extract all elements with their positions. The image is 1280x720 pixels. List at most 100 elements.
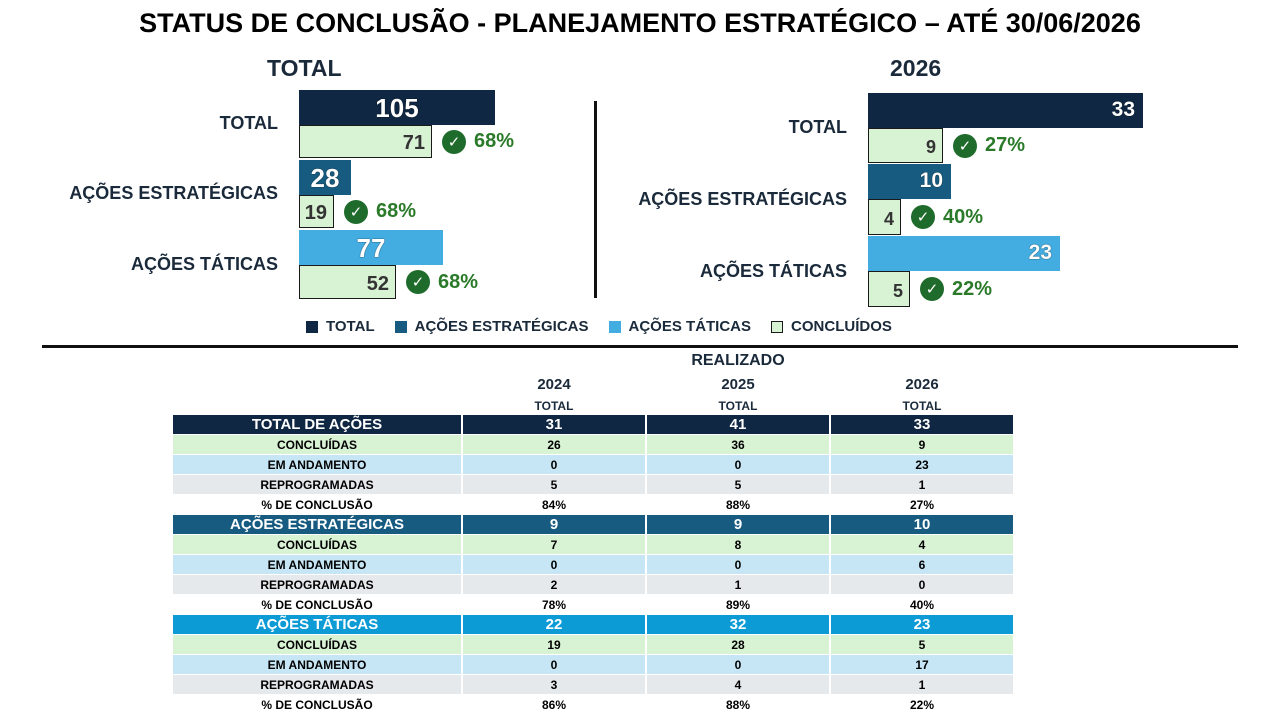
cell-value: 28	[646, 634, 831, 655]
section-header-row: AÇÕES ESTRATÉGICAS 9 9 10	[173, 514, 1013, 535]
cell-value: 22%	[830, 694, 1013, 715]
year-header-2026: 2026	[905, 376, 939, 393]
cell-value: 9	[830, 434, 1013, 455]
category-label: AÇÕES ESTRATÉGICAS	[638, 188, 847, 209]
year-header-2025: 2025	[721, 376, 755, 393]
section-header: AÇÕES TÁTICAS	[173, 614, 463, 635]
table-row: CONCLUÍDAS 26 36 9	[173, 434, 1013, 455]
category-label: AÇÕES ESTRATÉGICAS	[69, 183, 278, 203]
legend-label: AÇÕES TÁTICAS	[628, 318, 752, 335]
cell-value: 78%	[462, 594, 647, 615]
percent-label: ✓ 40%	[911, 205, 983, 229]
legend-label: CONCLUÍDOS	[791, 318, 892, 335]
legend-swatch	[771, 320, 784, 333]
bar-concluidos	[299, 195, 334, 228]
cell-value: 0	[462, 554, 647, 575]
row-label: % DE CONCLUSÃO	[173, 594, 463, 615]
bar-value-label: 23	[1028, 241, 1052, 265]
table-row: CONCLUÍDAS 19 28 5	[173, 634, 1013, 655]
cell-value: 1	[830, 474, 1013, 495]
category-label: AÇÕES TÁTICAS	[130, 253, 278, 274]
sub-header-2025: TOTAL	[718, 399, 758, 413]
section-total: 9	[646, 514, 831, 535]
row-label: EM ANDAMENTO	[173, 454, 463, 475]
cell-value: 40%	[830, 594, 1013, 615]
bar-concluidos	[299, 125, 432, 158]
table-row: EM ANDAMENTO 0 0 6	[173, 554, 1013, 575]
bar-value-label: 33	[1111, 98, 1135, 122]
category-label: AÇÕES TÁTICAS	[699, 260, 847, 281]
row-label: REPROGRAMADAS	[173, 674, 463, 695]
row-label: CONCLUÍDAS	[173, 634, 463, 655]
cell-value: 3	[462, 674, 647, 695]
percent-value: 68%	[438, 270, 479, 293]
row-label: EM ANDAMENTO	[173, 554, 463, 575]
bar-value-label: 9	[925, 137, 936, 158]
cell-value: 6	[830, 554, 1013, 575]
bar-total	[868, 93, 1143, 128]
cell-value: 89%	[646, 594, 831, 615]
legend-label: AÇÕES ESTRATÉGICAS	[414, 318, 589, 335]
row-label: CONCLUÍDAS	[173, 534, 463, 555]
cell-value: 88%	[646, 494, 831, 515]
cell-value: 0	[646, 554, 831, 575]
percent-label: ✓ 22%	[920, 277, 992, 301]
bar-tat	[299, 230, 443, 265]
table-row: % DE CONCLUSÃO 84% 88% 27%	[173, 494, 1013, 515]
chart-divider	[594, 101, 597, 298]
check-icon: ✓	[442, 129, 466, 154]
section-header-row: TOTAL DE AÇÕES 31 41 33	[173, 415, 1013, 435]
bar-value-label: 77	[356, 232, 386, 263]
sub-header-2024: TOTAL	[534, 399, 574, 413]
cell-value: 4	[646, 674, 831, 695]
section-header: TOTAL DE AÇÕES	[173, 415, 463, 435]
legend-label: TOTAL	[326, 318, 375, 335]
bar-concluidos	[868, 128, 943, 163]
cell-value: 1	[646, 574, 831, 595]
sub-header-2026: TOTAL	[902, 399, 942, 413]
check-icon: ✓	[406, 270, 430, 294]
percent-value: 40%	[943, 205, 984, 228]
legend-swatch	[608, 320, 621, 333]
legend-swatch	[306, 320, 318, 333]
bar-value-label: 19	[304, 202, 327, 224]
bar-concluidos	[868, 199, 901, 235]
bar-concluidos	[868, 271, 910, 307]
cell-value: 1	[830, 674, 1013, 695]
table-row: EM ANDAMENTO 0 0 23	[173, 454, 1013, 475]
bar-estr	[868, 164, 951, 199]
cell-value: 17	[830, 654, 1013, 675]
cell-value: 86%	[462, 694, 647, 715]
cell-value: 7	[462, 534, 647, 555]
table-row: REPROGRAMADAS 2 1 0	[173, 574, 1013, 595]
section-total: 23	[830, 614, 1013, 635]
bar-value-label: 10	[919, 169, 943, 193]
cell-value: 26	[462, 434, 647, 455]
cell-value: 0	[830, 574, 1013, 595]
row-label: CONCLUÍDAS	[173, 434, 463, 455]
chart-title: 2026	[890, 55, 942, 81]
cell-value: 19	[462, 634, 647, 655]
cell-value: 5	[646, 474, 831, 495]
row-label: REPROGRAMADAS	[173, 474, 463, 495]
check-icon: ✓	[911, 205, 935, 229]
table-row: CONCLUÍDAS 7 8 4	[173, 534, 1013, 555]
percent-label: ✓ 27%	[953, 133, 1026, 158]
cell-value: 8	[646, 534, 831, 555]
section-header: AÇÕES ESTRATÉGICAS	[173, 514, 463, 535]
bar-value-label: 105	[375, 92, 419, 123]
bar-concluidos	[299, 265, 396, 299]
chart-title: TOTAL	[267, 55, 342, 81]
cell-value: 27%	[830, 494, 1013, 515]
percent-value: 27%	[985, 134, 1026, 156]
check-icon: ✓	[344, 199, 368, 224]
section-total: 33	[830, 415, 1013, 435]
cell-value: 2	[462, 574, 647, 595]
status-table: TOTAL DE AÇÕES 31 41 33 CONCLUÍDAS 26 36 9 EM AN…	[173, 415, 1013, 715]
cell-value: 23	[830, 454, 1013, 475]
bar-value-label: 4	[883, 208, 894, 229]
table-row: REPROGRAMADAS 5 5 1	[173, 474, 1013, 495]
section-header-row: AÇÕES TÁTICAS 22 32 23	[173, 614, 1013, 635]
bar-total	[299, 90, 495, 125]
section-total: 22	[462, 614, 647, 635]
